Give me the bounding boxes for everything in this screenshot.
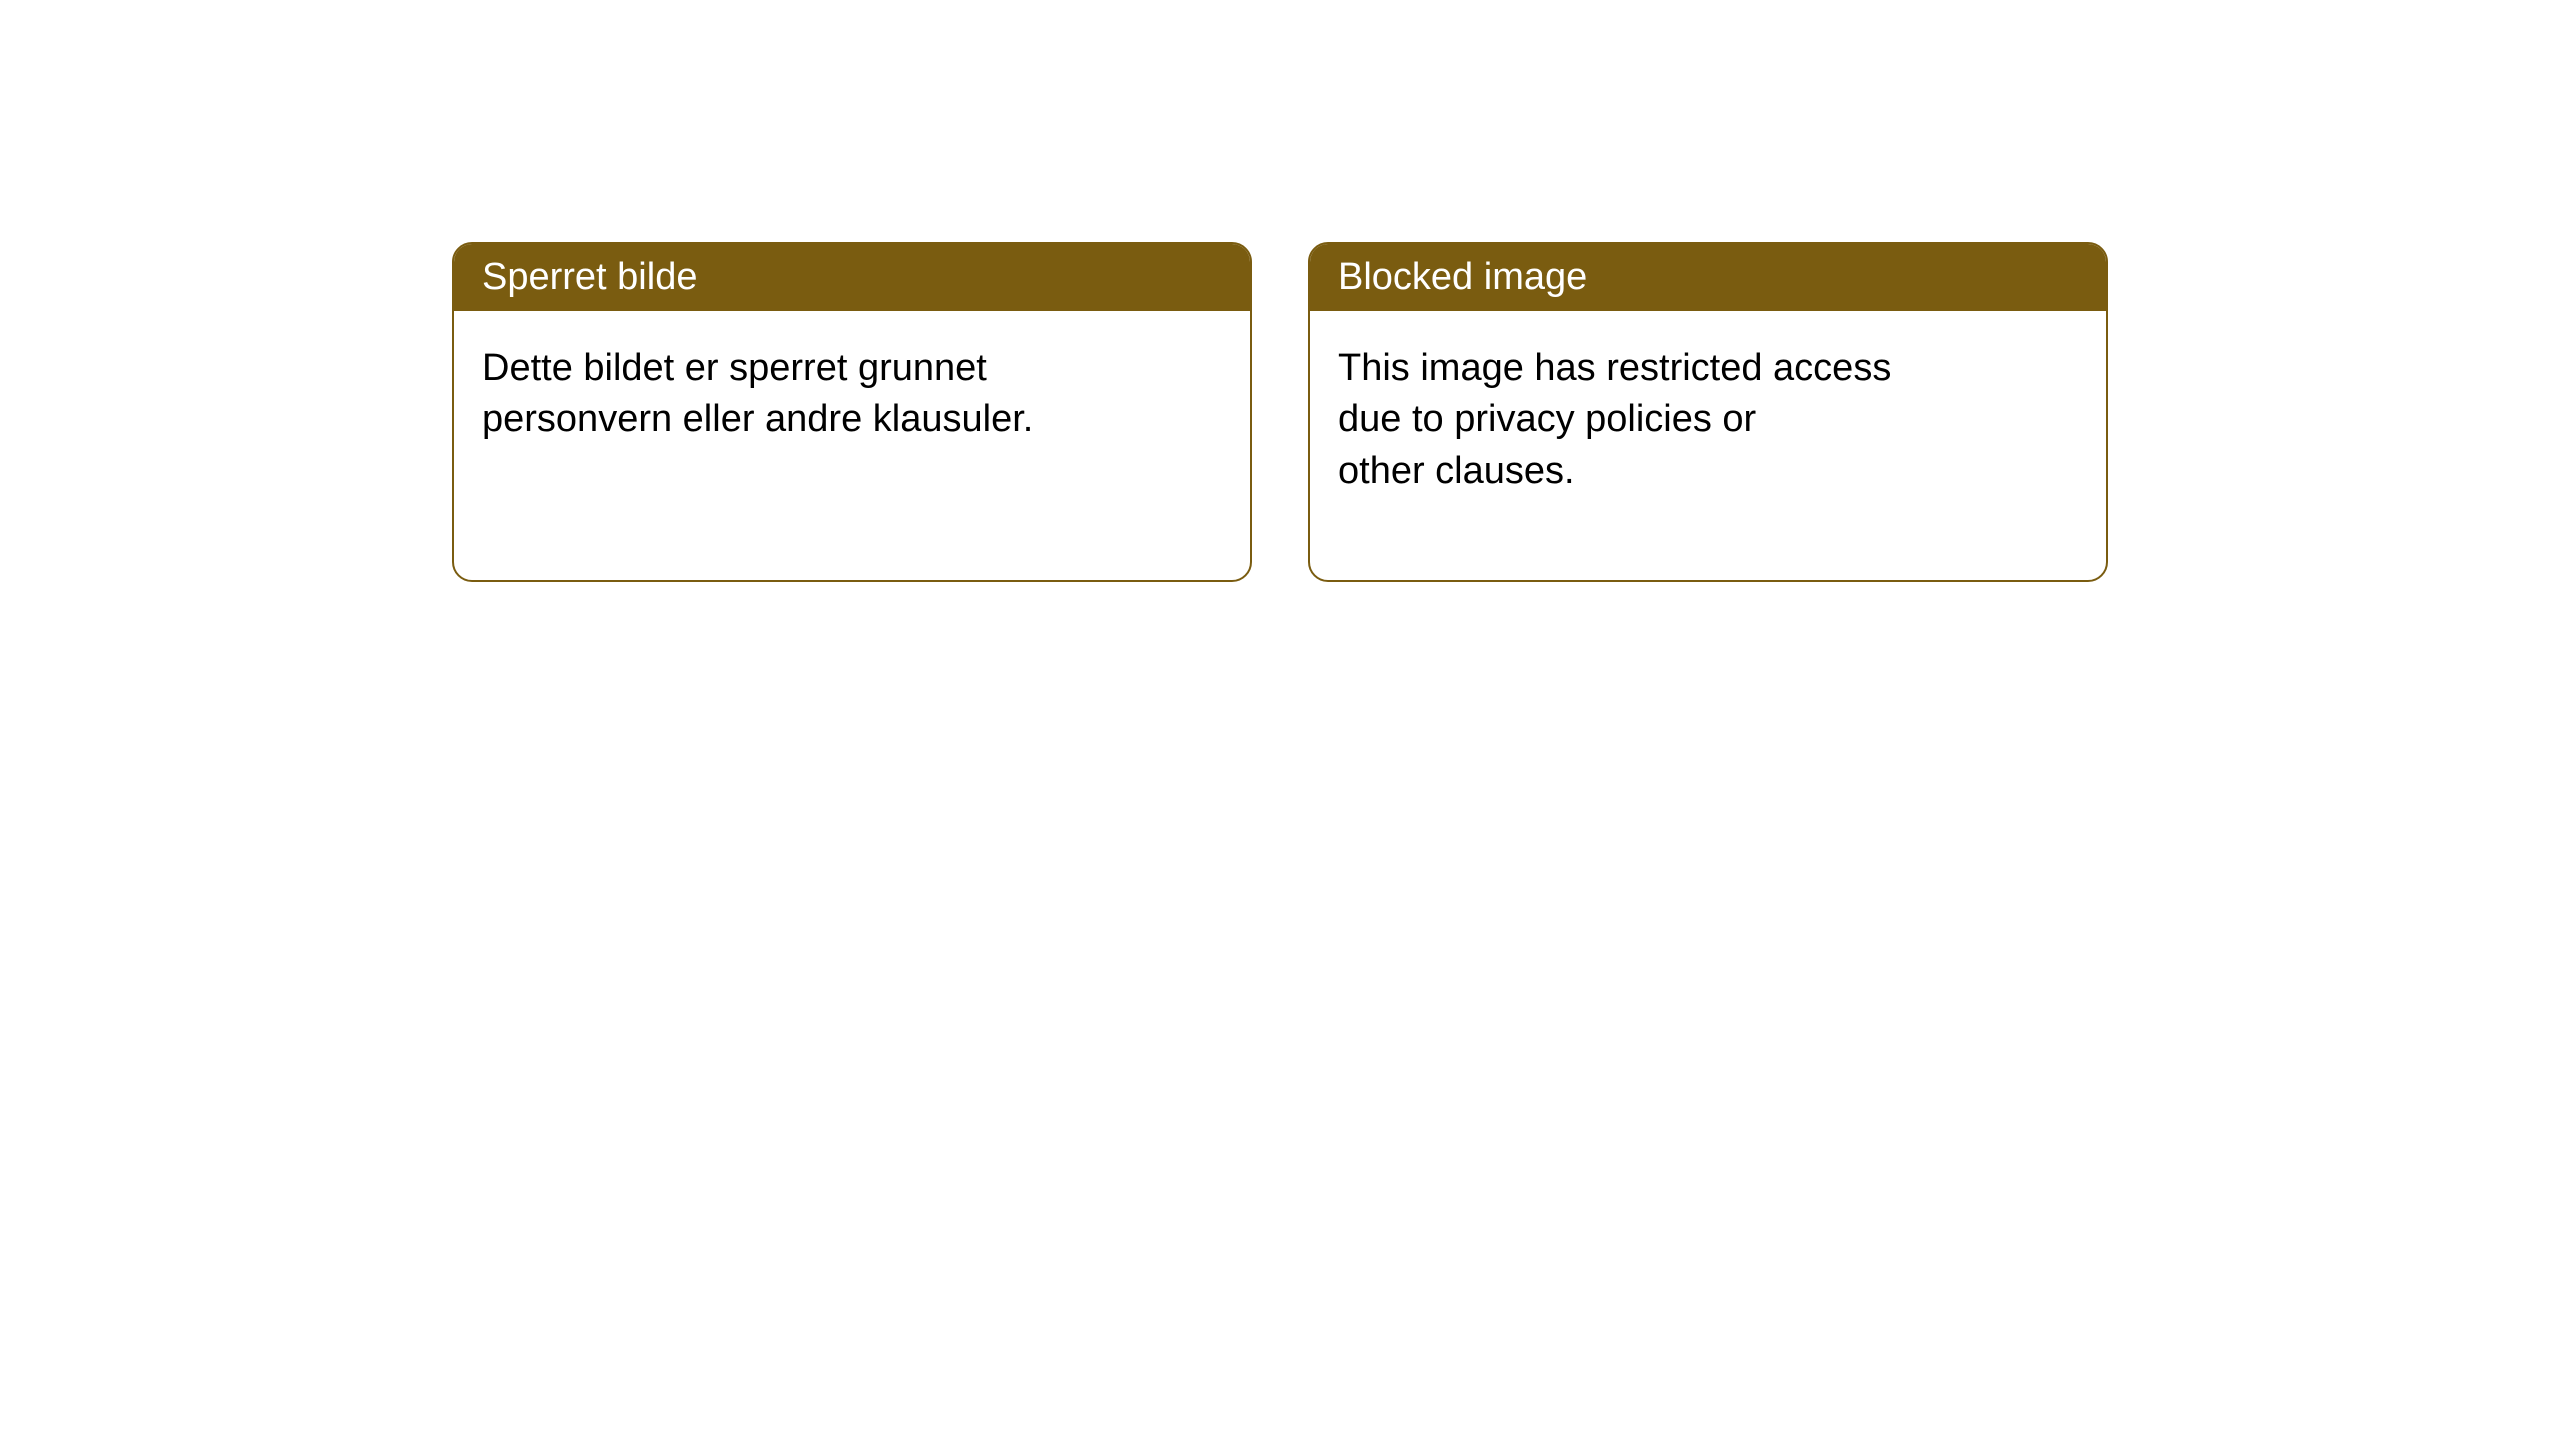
notice-card-english: Blocked image This image has restricted … xyxy=(1308,242,2108,582)
notice-body: Dette bildet er sperret grunnet personve… xyxy=(454,311,1250,478)
notice-card-norwegian: Sperret bilde Dette bildet er sperret gr… xyxy=(452,242,1252,582)
notice-title: Sperret bilde xyxy=(454,244,1250,311)
notice-container: Sperret bilde Dette bildet er sperret gr… xyxy=(0,0,2560,582)
notice-body: This image has restricted access due to … xyxy=(1310,311,2106,529)
notice-title: Blocked image xyxy=(1310,244,2106,311)
